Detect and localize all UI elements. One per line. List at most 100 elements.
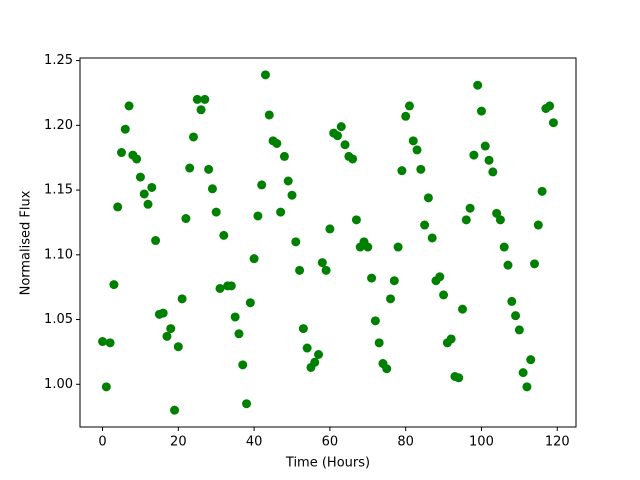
- point: [120, 124, 130, 134]
- point: [439, 290, 449, 300]
- x-tick-label: 0: [98, 435, 106, 450]
- point: [427, 233, 437, 243]
- point: [332, 131, 342, 141]
- point: [473, 80, 483, 90]
- point: [207, 184, 217, 194]
- point: [185, 163, 195, 173]
- point: [276, 207, 286, 217]
- point: [374, 338, 384, 348]
- point: [192, 94, 202, 104]
- point: [310, 357, 320, 367]
- point: [348, 154, 358, 164]
- point: [139, 189, 149, 199]
- point: [245, 298, 255, 308]
- point: [416, 164, 426, 174]
- point: [116, 148, 126, 158]
- point: [382, 364, 392, 374]
- point: [177, 294, 187, 304]
- point: [234, 329, 244, 339]
- point: [518, 368, 528, 378]
- point: [98, 337, 108, 347]
- x-axis-label: Time (Hours): [285, 456, 370, 471]
- point: [109, 280, 119, 290]
- point: [458, 304, 468, 314]
- point: [370, 316, 380, 326]
- point: [173, 342, 183, 352]
- point: [499, 242, 509, 252]
- point: [507, 296, 517, 306]
- point: [435, 272, 445, 282]
- point: [522, 382, 532, 392]
- point: [230, 312, 240, 322]
- point: [279, 151, 289, 161]
- point: [264, 110, 274, 120]
- point: [170, 405, 180, 415]
- point: [480, 141, 490, 151]
- point: [548, 118, 558, 128]
- point: [298, 324, 308, 334]
- point: [340, 140, 350, 150]
- x-tick-label: 60: [322, 435, 339, 450]
- point: [105, 338, 115, 348]
- point: [113, 202, 123, 212]
- point: [423, 193, 433, 203]
- point: [135, 172, 145, 182]
- point: [124, 101, 134, 111]
- point: [511, 311, 521, 321]
- point: [461, 215, 471, 225]
- point: [196, 105, 206, 115]
- point: [386, 294, 396, 304]
- point: [238, 360, 248, 370]
- y-tick-label: 1.05: [44, 312, 73, 327]
- y-tick-label: 1.15: [44, 183, 73, 198]
- x-tick-label: 40: [246, 435, 263, 450]
- point: [291, 237, 301, 247]
- point: [287, 190, 297, 200]
- y-tick-label: 1.20: [44, 118, 73, 133]
- point: [545, 101, 555, 111]
- point: [537, 186, 547, 196]
- point: [188, 132, 198, 142]
- point: [325, 224, 335, 234]
- point: [469, 150, 479, 160]
- y-tick-label: 1.00: [44, 377, 73, 392]
- point: [401, 111, 411, 121]
- point: [514, 325, 524, 335]
- point: [215, 283, 225, 293]
- point: [181, 214, 191, 224]
- point: [408, 136, 418, 146]
- y-tick-label: 1.10: [44, 247, 73, 262]
- point: [488, 167, 498, 177]
- point: [204, 164, 214, 174]
- point: [420, 220, 430, 230]
- point: [257, 180, 267, 190]
- point: [260, 70, 270, 80]
- point: [533, 220, 543, 230]
- point: [226, 281, 236, 291]
- point: [389, 276, 399, 286]
- point: [397, 166, 407, 176]
- x-tick-label: 20: [170, 435, 187, 450]
- point: [393, 242, 403, 252]
- point: [158, 308, 168, 318]
- point: [211, 207, 221, 217]
- point: [147, 182, 157, 192]
- x-tick-label: 120: [545, 435, 570, 450]
- point: [495, 215, 505, 225]
- point: [476, 106, 486, 116]
- x-tick-label: 100: [469, 435, 494, 450]
- y-axis-label: Normalised Flux: [19, 190, 34, 295]
- point: [249, 254, 259, 264]
- y-tick-label: 1.25: [44, 53, 73, 68]
- point: [200, 94, 210, 104]
- point: [162, 331, 172, 341]
- point: [143, 199, 153, 209]
- point: [272, 138, 282, 148]
- point: [336, 122, 346, 132]
- point: [404, 101, 414, 111]
- point: [101, 382, 111, 392]
- point: [151, 236, 161, 246]
- point: [412, 145, 422, 155]
